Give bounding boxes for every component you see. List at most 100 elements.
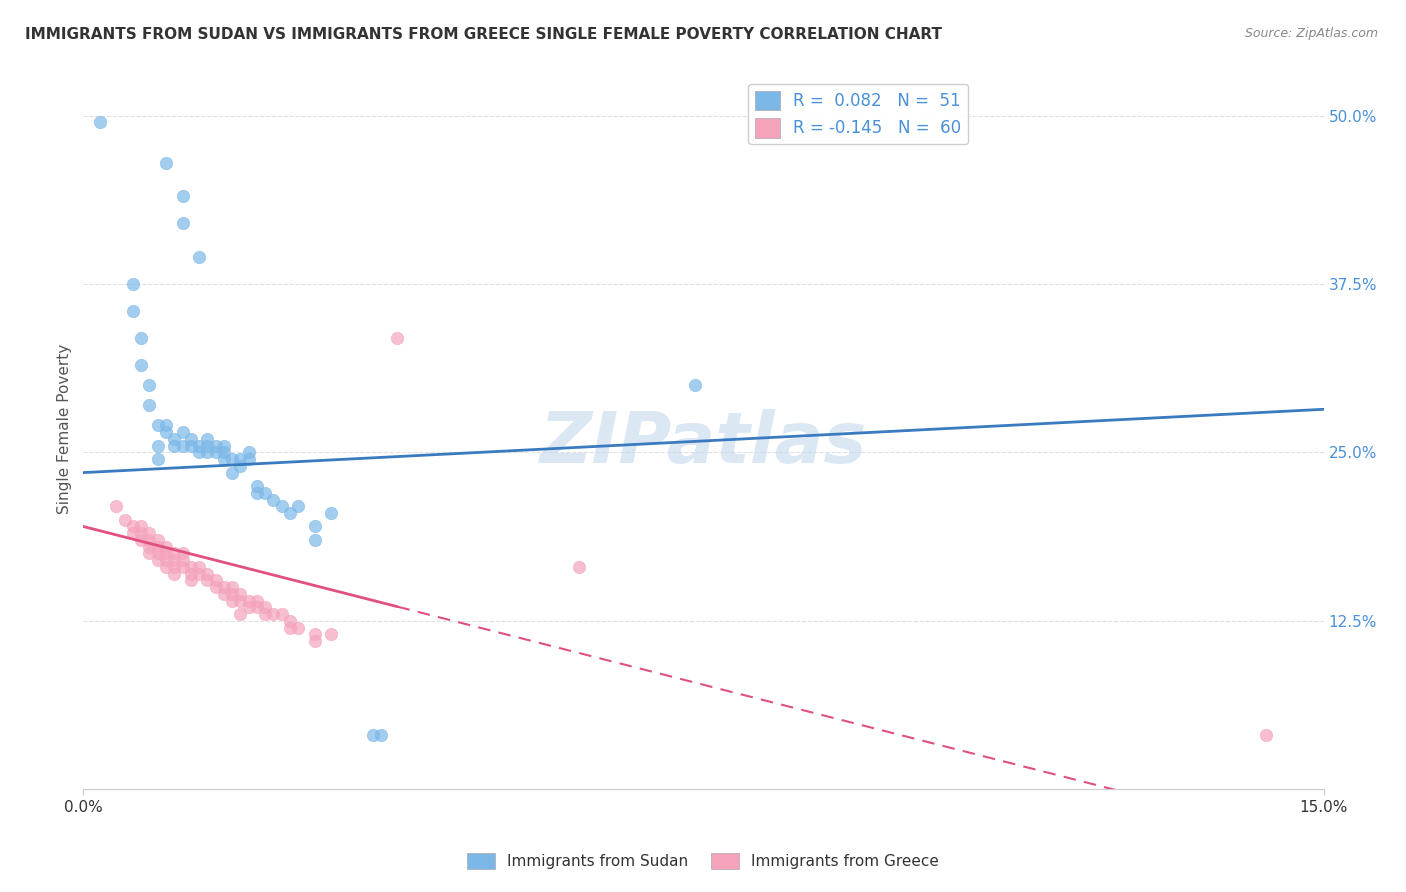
Legend: R =  0.082   N =  51, R = -0.145   N =  60: R = 0.082 N = 51, R = -0.145 N = 60 [748, 84, 967, 145]
Point [270, 607, 292, 621]
Point [129, 331, 152, 345]
Point [263, 492, 285, 507]
Point [188, 566, 211, 581]
Point [246, 593, 269, 607]
Point [122, 526, 145, 541]
Point [163, 553, 186, 567]
Point [212, 587, 235, 601]
Point [172, 425, 194, 440]
Point [229, 458, 252, 473]
Point [304, 634, 326, 648]
Point [188, 560, 211, 574]
Point [683, 378, 706, 392]
Point [321, 506, 343, 520]
Point [155, 540, 177, 554]
Point [129, 533, 152, 547]
Point [321, 627, 343, 641]
Point [138, 526, 160, 541]
Point [229, 587, 252, 601]
Point [146, 452, 169, 467]
Point [229, 607, 252, 621]
Point [180, 439, 202, 453]
Point [180, 560, 202, 574]
Point [155, 418, 177, 433]
Point [246, 600, 269, 615]
Y-axis label: Single Female Poverty: Single Female Poverty [58, 343, 72, 514]
Point [246, 479, 269, 493]
Point [212, 439, 235, 453]
Point [114, 513, 136, 527]
Point [270, 500, 292, 514]
Point [278, 506, 301, 520]
Point [172, 546, 194, 560]
Point [172, 439, 194, 453]
Point [304, 627, 326, 641]
Point [138, 398, 160, 412]
Point [238, 600, 260, 615]
Point [229, 452, 252, 467]
Point [129, 526, 152, 541]
Point [188, 439, 211, 453]
Point [146, 540, 169, 554]
Point [370, 728, 392, 742]
Point [361, 728, 384, 742]
Point [146, 418, 169, 433]
Point [221, 580, 243, 594]
Point [304, 533, 326, 547]
Point [89, 115, 111, 129]
Point [188, 250, 211, 264]
Point [172, 560, 194, 574]
Point [122, 304, 145, 318]
Text: Source: ZipAtlas.com: Source: ZipAtlas.com [1244, 27, 1378, 40]
Point [163, 439, 186, 453]
Point [180, 566, 202, 581]
Point [155, 156, 177, 170]
Point [155, 425, 177, 440]
Point [155, 553, 177, 567]
Point [163, 546, 186, 560]
Point [212, 452, 235, 467]
Point [172, 553, 194, 567]
Point [163, 566, 186, 581]
Point [287, 620, 309, 634]
Point [172, 189, 194, 203]
Point [387, 331, 409, 345]
Point [229, 593, 252, 607]
Point [146, 439, 169, 453]
Point [195, 445, 218, 459]
Point [122, 277, 145, 291]
Point [254, 600, 277, 615]
Point [146, 553, 169, 567]
Point [138, 378, 160, 392]
Point [278, 620, 301, 634]
Point [246, 485, 269, 500]
Point [155, 546, 177, 560]
Point [221, 593, 243, 607]
Point [122, 519, 145, 533]
Point [180, 432, 202, 446]
Point [221, 452, 243, 467]
Point [204, 445, 226, 459]
Point [188, 445, 211, 459]
Point [146, 533, 169, 547]
Point [163, 432, 186, 446]
Point [195, 439, 218, 453]
Point [204, 580, 226, 594]
Point [195, 566, 218, 581]
Point [568, 560, 591, 574]
Point [172, 216, 194, 230]
Text: IMMIGRANTS FROM SUDAN VS IMMIGRANTS FROM GREECE SINGLE FEMALE POVERTY CORRELATIO: IMMIGRANTS FROM SUDAN VS IMMIGRANTS FROM… [25, 27, 942, 42]
Point [155, 560, 177, 574]
Point [195, 574, 218, 588]
Point [287, 500, 309, 514]
Point [204, 439, 226, 453]
Point [129, 358, 152, 372]
Point [138, 533, 160, 547]
Point [278, 614, 301, 628]
Point [163, 560, 186, 574]
Point [238, 593, 260, 607]
Point [129, 519, 152, 533]
Point [105, 500, 128, 514]
Point [212, 580, 235, 594]
Point [1254, 728, 1277, 742]
